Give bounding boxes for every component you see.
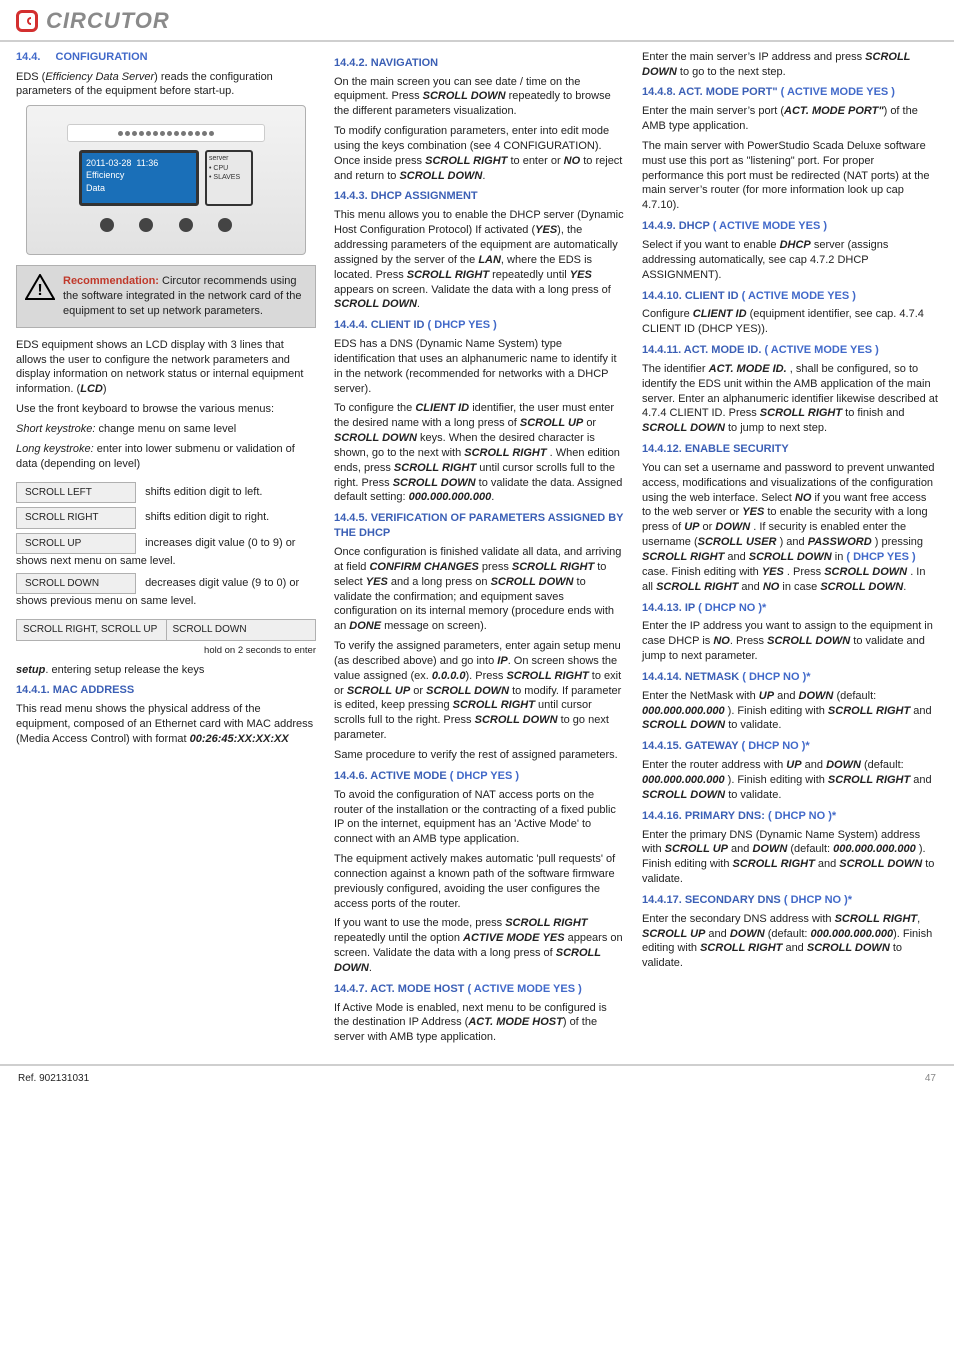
recommendation-box: ! Recommendation: Circutor recommends us… [16, 265, 316, 328]
long-keystroke: Long keystroke: enter into lower submenu… [16, 442, 316, 472]
client2-p: Configure CLIENT ID (equipment identifie… [642, 307, 938, 337]
keyboard-intro: Use the front keyboard to browse the var… [16, 402, 316, 417]
warning-icon: ! [25, 274, 55, 300]
footer-ref: Ref. 902131031 [18, 1072, 89, 1086]
key-scroll-right: SCROLL RIGHT [16, 507, 136, 529]
sdns-p: Enter the secondary DNS address with SCR… [642, 912, 938, 971]
port-p1: Enter the main server’s port (ACT. MODE … [642, 104, 938, 134]
pdns-p: Enter the primary DNS (Dynamic Name Syst… [642, 828, 938, 887]
mask-p: Enter the NetMask with UP and DOWN (defa… [642, 689, 938, 734]
port-p2: The main server with PowerStudio Scada D… [642, 139, 938, 213]
heading-security: 14.4.12. ENABLE SECURITY [642, 442, 938, 457]
client-p1: EDS has a DNS (Dynamic Name System) type… [334, 337, 624, 396]
nav-p1: On the main screen you can see date / ti… [334, 75, 624, 120]
device-led-panel-icon: server• CPU• SLAVES [205, 150, 253, 206]
ip-p: Enter the IP address you want to assign … [642, 619, 938, 664]
heading-navigation: 14.4.2. NAVIGATION [334, 56, 624, 71]
heading-dhcp-am: 14.4.9. DHCP ( ACTIVE MODE YES ) [642, 219, 938, 234]
combo-key-box: SCROLL RIGHT, SCROLL UP SCROLL DOWN [16, 619, 316, 641]
svg-text:!: ! [37, 282, 42, 299]
column-2: 14.4.2. NAVIGATION On the main screen yo… [334, 50, 624, 1050]
section-heading: 14.4. CONFIGURATION [16, 50, 316, 65]
key-row: SCROLL RIGHT shifts edition digit to rig… [16, 507, 316, 529]
brand-logo-icon [16, 10, 38, 32]
nav-p2: To modify configuration parameters, ente… [334, 124, 624, 183]
recommendation-title: Recommendation: [63, 275, 159, 287]
key-desc: shifts edition digit to right. [145, 511, 269, 523]
key-row: SCROLL UP increases digit value (0 to 9)… [16, 533, 316, 569]
column-3: Enter the main server’s IP address and p… [642, 50, 938, 1050]
gw-p: Enter the router address with UP and DOW… [642, 758, 938, 803]
sec-p: You can set a username and password to p… [642, 461, 938, 595]
c3-p1: Enter the main server’s IP address and p… [642, 50, 938, 80]
heading-active-mode: 14.4.6. ACTIVE MODE ( DHCP YES ) [334, 769, 624, 784]
am-p3: If you want to use the mode, press SCROL… [334, 916, 624, 975]
setup-note: setup. entering setup release the keys [16, 663, 316, 678]
am-p2: The equipment actively makes automatic '… [334, 852, 624, 911]
key-desc: shifts edition digit to left. [145, 486, 262, 498]
column-1: 14.4. CONFIGURATION EDS (Efficiency Data… [16, 50, 316, 1050]
heading-act-id: 14.4.11. ACT. MODE ID. ( ACTIVE MODE YES… [642, 343, 938, 358]
lcd-note: EDS equipment shows an LCD display with … [16, 338, 316, 397]
key-scroll-down: SCROLL DOWN [16, 573, 136, 595]
device-knobs-icon [87, 214, 245, 236]
heading-gateway: 14.4.15. GATEWAY ( DHCP NO )* [642, 739, 938, 754]
product-photo: 2011-03-28 11:36EfficiencyData server• C… [26, 105, 306, 255]
heading-ip-no: 14.4.13. IP ( DHCP NO )* [642, 601, 938, 616]
heading-pdns: 14.4.16. PRIMARY DNS: ( DHCP NO )* [642, 809, 938, 824]
key-scroll-left: SCROLL LEFT [16, 482, 136, 504]
page-body: 14.4. CONFIGURATION EDS (Efficiency Data… [0, 42, 954, 1064]
key-row: SCROLL DOWN decreases digit value (9 to … [16, 573, 316, 609]
dhcp-am-p: Select if you want to enable DHCP server… [642, 238, 938, 283]
key-row: SCROLL LEFT shifts edition digit to left… [16, 482, 316, 504]
host-p1: If Active Mode is enabled, next menu to … [334, 1001, 624, 1046]
brand-name: CIRCUTOR [46, 6, 170, 36]
device-lcd-icon: 2011-03-28 11:36EfficiencyData [79, 150, 199, 206]
heading-verify: 14.4.5. VERIFICATION OF PARAMETERS ASSIG… [334, 511, 624, 541]
heading-dhcp: 14.4.3. DHCP ASSIGNMENT [334, 189, 624, 204]
page-header: CIRCUTOR [0, 0, 954, 42]
actid-p: The identifier ACT. MODE ID. , shall be … [642, 362, 938, 436]
verify-p2: To verify the assigned parameters, enter… [334, 639, 624, 743]
combo-note: hold on 2 seconds to enter [16, 645, 316, 658]
heading-client2: 14.4.10. CLIENT ID ( ACTIVE MODE YES ) [642, 289, 938, 304]
page-number: 47 [925, 1072, 936, 1086]
short-keystroke: Short keystroke: change menu on same lev… [16, 422, 316, 437]
terminal-strip-icon [67, 124, 265, 142]
am-p1: To avoid the configuration of NAT access… [334, 788, 624, 847]
key-scroll-up: SCROLL UP [16, 533, 136, 555]
verify-p1: Once configuration is finished validate … [334, 545, 624, 634]
dhcp-p1: This menu allows you to enable the DHCP … [334, 208, 624, 312]
heading-act-port: 14.4.8. ACT. MODE PORT" ( ACTIVE MODE YE… [642, 85, 938, 100]
heading-mac: 14.4.1. MAC ADDRESS [16, 683, 316, 698]
heading-netmask: 14.4.14. NETMASK ( DHCP NO )* [642, 670, 938, 685]
heading-client-id: 14.4.4. CLIENT ID ( DHCP YES ) [334, 318, 624, 333]
heading-act-host: 14.4.7. ACT. MODE HOST ( ACTIVE MODE YES… [334, 982, 624, 997]
mac-body: This read menu shows the physical addres… [16, 702, 316, 747]
combo-right: SCROLL DOWN [167, 619, 317, 641]
intro-paragraph: EDS (Efficiency Data Server) reads the c… [16, 70, 316, 100]
page-footer: Ref. 902131031 47 [0, 1064, 954, 1096]
client-p2: To configure the CLIENT ID identifier, t… [334, 401, 624, 505]
key-list: SCROLL LEFT shifts edition digit to left… [16, 482, 316, 610]
heading-sdns: 14.4.17. SECONDARY DNS ( DHCP NO )* [642, 893, 938, 908]
verify-p3: Same procedure to verify the rest of ass… [334, 748, 624, 763]
combo-left: SCROLL RIGHT, SCROLL UP [16, 619, 167, 641]
